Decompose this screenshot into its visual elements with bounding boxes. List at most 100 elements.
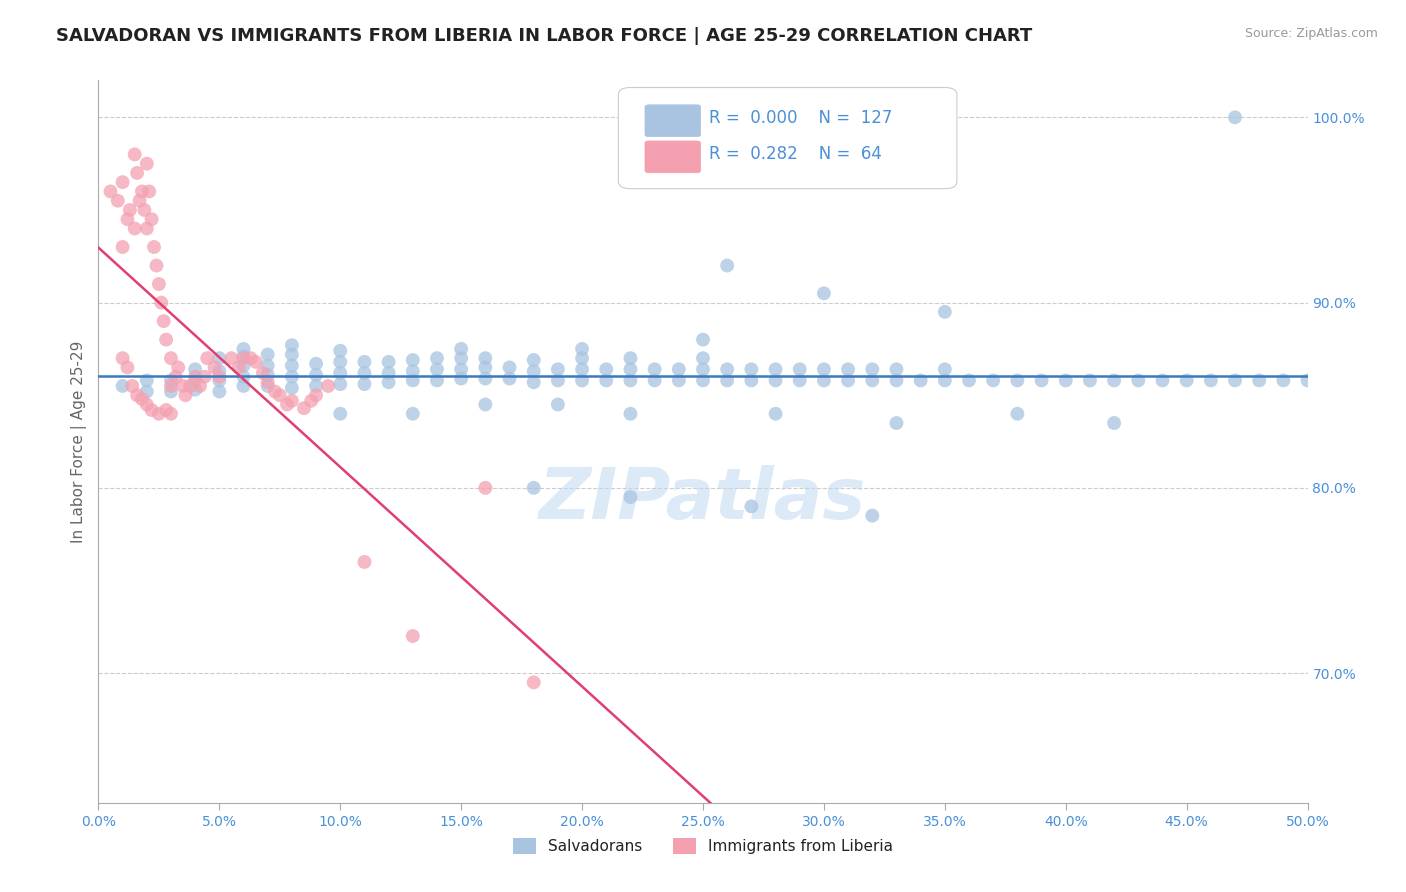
Point xyxy=(765,373,787,387)
Point xyxy=(305,388,328,402)
Point xyxy=(1031,373,1053,387)
Point xyxy=(547,362,569,376)
Point xyxy=(264,384,287,399)
Point xyxy=(160,407,183,421)
Point xyxy=(305,379,328,393)
Point xyxy=(498,360,520,375)
Point xyxy=(232,349,254,363)
Point xyxy=(571,362,593,376)
Point xyxy=(402,629,425,643)
Point xyxy=(353,555,375,569)
Point xyxy=(1296,373,1319,387)
Point xyxy=(886,373,908,387)
Point xyxy=(127,166,149,180)
Point xyxy=(402,373,425,387)
Point xyxy=(1199,373,1222,387)
Point xyxy=(450,342,472,356)
Point xyxy=(281,369,304,384)
Point xyxy=(239,351,262,366)
Point xyxy=(329,407,352,421)
Point xyxy=(232,369,254,384)
Point xyxy=(886,416,908,430)
Point xyxy=(1054,373,1077,387)
Point xyxy=(128,194,150,208)
Point xyxy=(474,397,496,411)
Point xyxy=(107,194,129,208)
Point xyxy=(281,338,304,352)
FancyBboxPatch shape xyxy=(645,105,700,136)
Point xyxy=(184,362,207,376)
Point xyxy=(1078,373,1101,387)
Point xyxy=(619,490,641,504)
Point xyxy=(1007,407,1029,421)
Point xyxy=(194,369,217,384)
Point xyxy=(281,347,304,361)
Point xyxy=(402,364,425,378)
Point xyxy=(426,351,449,366)
Point xyxy=(138,185,160,199)
Point xyxy=(740,373,762,387)
Point xyxy=(692,362,714,376)
Text: R =  0.282    N =  64: R = 0.282 N = 64 xyxy=(709,145,882,163)
Point xyxy=(474,481,496,495)
Point xyxy=(523,675,546,690)
Point xyxy=(329,343,352,358)
Point xyxy=(155,403,177,417)
Point xyxy=(100,185,122,199)
Point xyxy=(523,353,546,368)
Point xyxy=(184,383,207,397)
Y-axis label: In Labor Force | Age 25-29: In Labor Force | Age 25-29 xyxy=(72,341,87,542)
Point xyxy=(165,369,187,384)
Point xyxy=(141,403,163,417)
Point xyxy=(765,407,787,421)
Point xyxy=(135,156,157,170)
Point xyxy=(117,360,139,375)
Point xyxy=(160,384,183,399)
Point xyxy=(789,362,811,376)
Text: Source: ZipAtlas.com: Source: ZipAtlas.com xyxy=(1244,27,1378,40)
Point xyxy=(910,373,932,387)
Point xyxy=(184,369,207,384)
Point xyxy=(740,362,762,376)
Point xyxy=(740,500,762,514)
Point xyxy=(1175,373,1198,387)
Point xyxy=(692,373,714,387)
Point xyxy=(124,221,146,235)
Point xyxy=(1272,373,1295,387)
Point xyxy=(377,355,399,369)
Point xyxy=(221,351,243,366)
Point xyxy=(135,384,157,399)
Point xyxy=(316,379,339,393)
Point xyxy=(860,508,883,523)
Point xyxy=(204,360,226,375)
Point xyxy=(523,364,546,378)
Point xyxy=(1223,373,1246,387)
Point xyxy=(117,212,139,227)
Point xyxy=(276,397,298,411)
Point xyxy=(131,392,153,406)
Point xyxy=(167,360,190,375)
Point xyxy=(377,376,399,390)
Point xyxy=(668,362,690,376)
Point xyxy=(256,347,278,361)
Point xyxy=(329,366,352,380)
Point xyxy=(118,202,141,217)
Point xyxy=(957,373,980,387)
Point xyxy=(692,351,714,366)
FancyBboxPatch shape xyxy=(645,141,700,173)
Point xyxy=(292,401,315,416)
Point xyxy=(619,362,641,376)
Point xyxy=(981,373,1004,387)
Point xyxy=(1102,373,1125,387)
Point xyxy=(135,221,157,235)
Point xyxy=(523,376,546,390)
Point xyxy=(256,368,278,382)
Point xyxy=(716,362,738,376)
Point xyxy=(547,373,569,387)
Point xyxy=(1152,373,1174,387)
Point xyxy=(111,240,134,254)
Point xyxy=(837,373,859,387)
Point xyxy=(860,373,883,387)
Point xyxy=(195,351,218,366)
Point xyxy=(148,277,170,291)
